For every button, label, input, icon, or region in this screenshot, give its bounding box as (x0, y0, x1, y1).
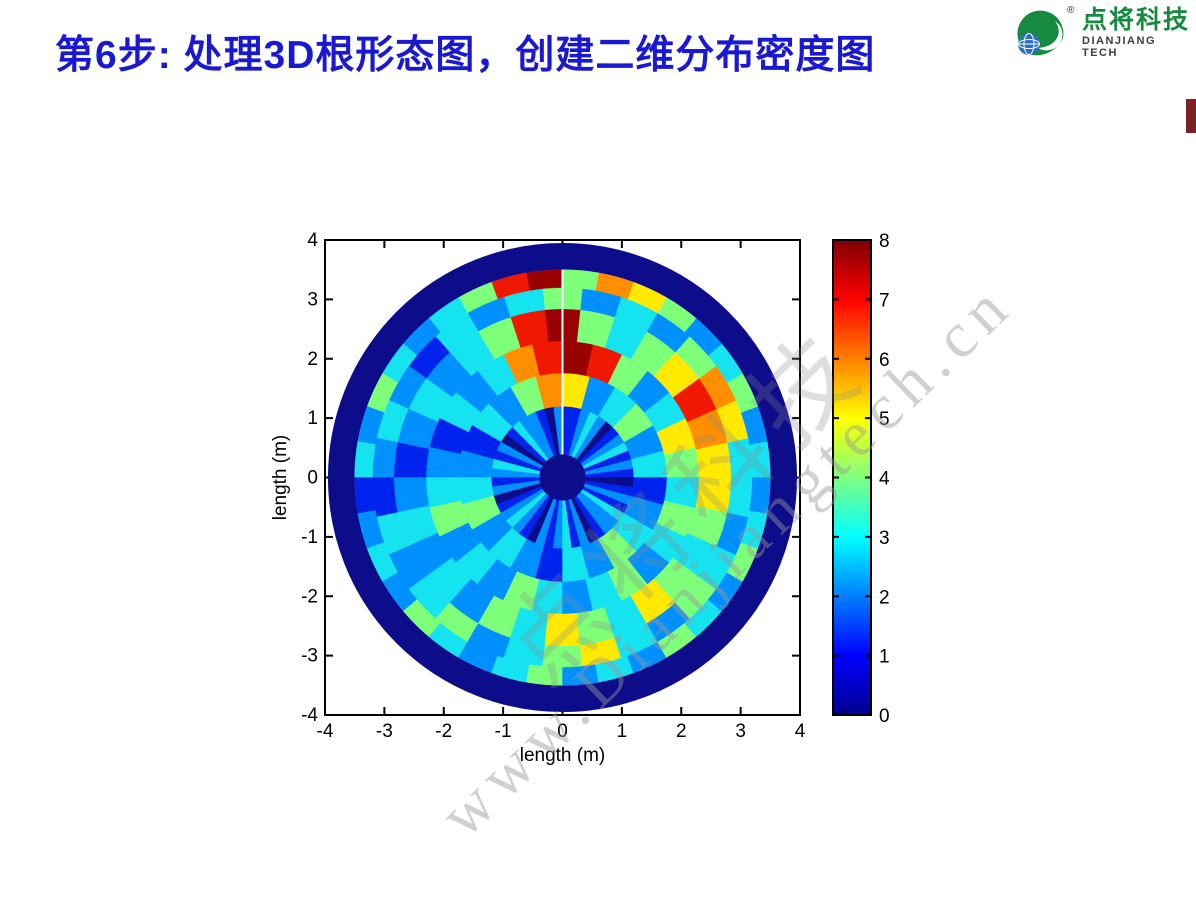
chart-canvas: -4 -3 -2 -1 0 1 2 3 4 length (m) -4 -3 -2 -1 0 1 2 3 4 leng… (270, 230, 890, 766)
y-tick-label: -1 (301, 527, 318, 548)
x-tick-label: 2 (676, 721, 687, 742)
colorbar-tick-label: 4 (879, 469, 890, 490)
x-tick-label: 0 (557, 721, 568, 742)
x-tick-label: -2 (435, 721, 452, 742)
y-tick-label: -4 (301, 705, 318, 726)
colorbar-tick-label: 2 (879, 587, 890, 608)
x-tick-label: 3 (735, 721, 746, 742)
density-sector-r4 (727, 477, 753, 518)
y-tick-label: -2 (301, 586, 318, 607)
density-sector-r5 (526, 269, 563, 291)
x-tick-label: -1 (495, 721, 512, 742)
y-axis-label: length (m) (270, 435, 291, 521)
y-tick-label: 0 (307, 468, 318, 489)
slide-accent-bar (1186, 99, 1196, 133)
density-sector-r5 (749, 441, 771, 478)
logo-brand-cn: 点将科技 (1082, 5, 1191, 34)
x-tick-label: 4 (795, 721, 806, 742)
colorbar-tick-label: 3 (879, 528, 890, 549)
y-tick-label: 2 (307, 349, 318, 370)
density-sector-r5 (749, 477, 771, 514)
registered-mark: ® (1067, 5, 1075, 16)
density-sector-r4 (727, 437, 753, 478)
center-disk (539, 454, 586, 501)
colorbar-tick-label: 6 (879, 350, 890, 371)
density-sector-r5 (526, 664, 563, 686)
colorbar-tick-label: 8 (879, 231, 890, 252)
x-axis-label: length (m) (520, 745, 606, 766)
density-sector-r5 (562, 664, 599, 686)
density-sector-r5 (562, 269, 599, 291)
density-sector-r4 (372, 477, 398, 518)
y-tick-label: 4 (307, 230, 318, 251)
density-sector-r4 (542, 644, 583, 668)
x-tick-label: 1 (617, 721, 628, 742)
x-tick-label: -4 (317, 721, 334, 742)
logo-swoosh-svg: ® (1017, 5, 1075, 56)
colorbar-tick-label: 5 (879, 409, 890, 430)
density-sector-r4 (372, 437, 398, 478)
page-title: 第6步: 处理3D根形态图，创建二维分布密度图 (55, 34, 876, 77)
colorbar (832, 239, 872, 716)
x-tick-label: -3 (376, 721, 393, 742)
y-tick-label: 3 (307, 289, 318, 310)
outer-ring (327, 242, 798, 713)
y-tick-label: 1 (307, 408, 318, 429)
globe-parallel (1018, 39, 1040, 49)
colorbar-tick-label: 7 (879, 290, 890, 311)
density-sector-r5 (354, 441, 376, 478)
density-sector-r5 (354, 477, 376, 514)
y-tick-label: -3 (301, 646, 318, 667)
logo-brand-en: DIANJIANG TECH (1082, 35, 1157, 60)
colorbar-tick-label: 1 (879, 647, 890, 668)
logo-swoosh-icon: ® (1012, 3, 1078, 63)
polar-density-figure: -4 -3 -2 -1 0 1 2 3 4 length (m) -4 -3 -2 -1 0 1 2 3 4 leng… (270, 225, 950, 785)
density-sector-r3 (544, 613, 581, 647)
company-logo: ® 点将科技 DIANJIANG TECH (1012, 2, 1192, 64)
colorbar-tick-label: 0 (879, 706, 890, 727)
